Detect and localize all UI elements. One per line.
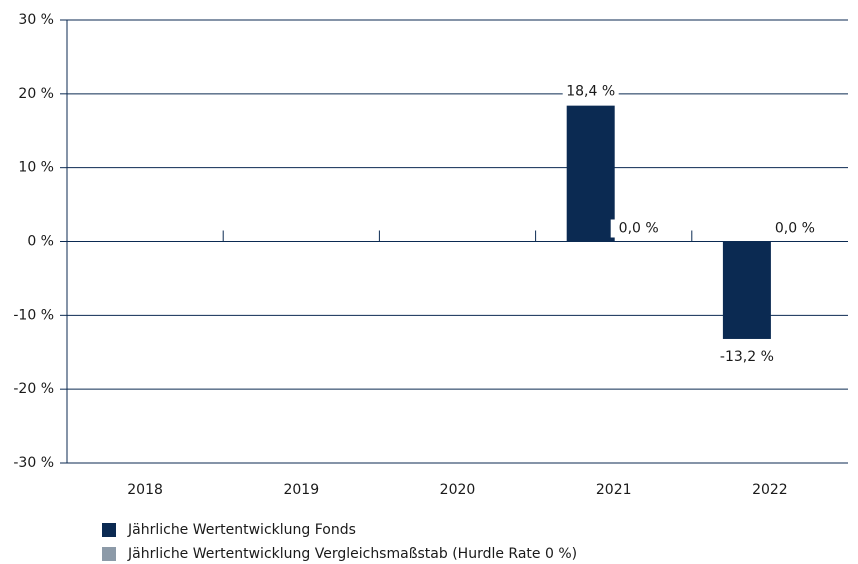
y-tick-label: -30 % [13, 455, 54, 471]
legend-label: Jährliche Wertentwicklung Fonds [127, 522, 356, 538]
bar [722, 241, 771, 339]
x-tick-label: 2019 [283, 482, 319, 498]
x-tick-label: 2018 [127, 482, 163, 498]
legend-swatch [102, 523, 116, 537]
value-label-bg [718, 347, 775, 366]
bar [566, 105, 615, 242]
value-label: 18,4 % [566, 84, 615, 100]
y-tick-label: -10 % [13, 307, 54, 323]
x-tick-label: 2022 [752, 482, 788, 498]
x-tick-label: 2021 [596, 482, 632, 498]
legend-swatch [102, 547, 116, 561]
x-tick-label: 2020 [440, 482, 476, 498]
value-label-bg [562, 82, 619, 101]
value-label: 0,0 % [619, 221, 659, 237]
y-tick-label: 30 % [18, 12, 54, 28]
y-tick-label: 10 % [18, 160, 54, 176]
value-label: 0,0 % [775, 221, 815, 237]
value-label: -13,2 % [720, 349, 774, 365]
value-label-bg [610, 219, 667, 238]
value-label-bg [766, 219, 823, 238]
y-tick-label: 20 % [18, 86, 54, 102]
y-tick-label: -20 % [13, 381, 54, 397]
y-tick-label: 0 % [27, 234, 54, 250]
legend-label: Jährliche Wertentwicklung Vergleichsmaßs… [127, 546, 577, 562]
